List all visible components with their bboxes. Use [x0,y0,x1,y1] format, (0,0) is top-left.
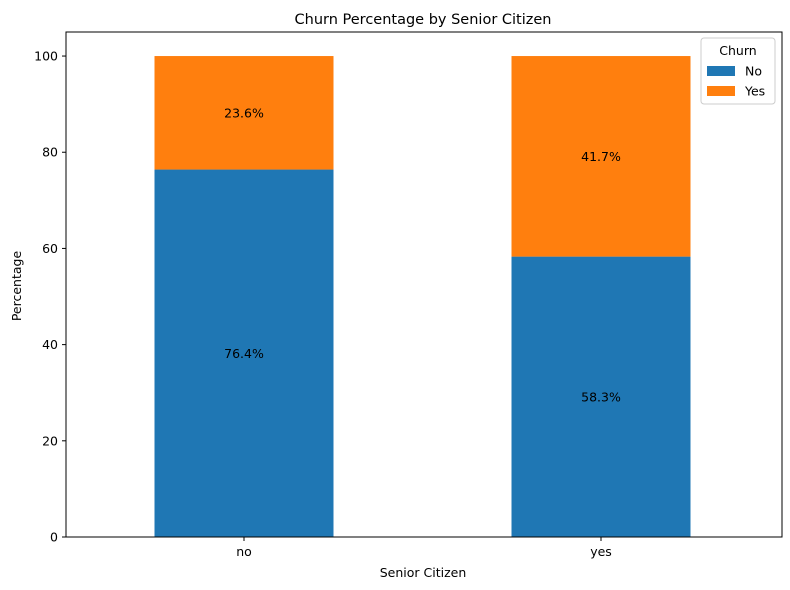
legend-label-no: No [745,64,762,79]
data-label-no-no: 76.4% [224,346,264,361]
chart-title: Churn Percentage by Senior Citizen [295,12,552,28]
y-tick-label: 20 [42,433,58,448]
bar-yes-yes [511,56,691,257]
y-tick-label: 80 [42,145,58,160]
y-tick-label: 60 [42,241,58,256]
bar-no-yes [154,56,334,170]
bar-yes-no [511,256,691,537]
y-tick-label: 100 [34,49,58,64]
legend-entries: No Yes [707,64,765,99]
legend: Churn No Yes [700,37,776,105]
data-labels-group: 76.4% 23.6% 58.3% 41.7% [224,105,621,404]
y-axis: 0 20 40 60 80 100 [34,49,66,545]
legend-title: Churn [719,43,756,58]
data-label-yes-no: 58.3% [581,389,621,404]
legend-label-yes: Yes [744,84,765,99]
bars-group [154,56,691,538]
legend-swatch-no [707,66,735,76]
x-axis-label: Senior Citizen [380,565,467,580]
y-tick-label: 40 [42,337,58,352]
x-tick-label: yes [590,544,612,559]
plot-frame [65,31,783,538]
legend-swatch-yes [707,86,735,96]
x-axis: no yes [236,537,612,559]
y-axis-label: Percentage [9,251,24,322]
x-tick-label: no [236,544,252,559]
data-label-yes-yes: 41.7% [581,149,621,164]
data-label-no-yes: 23.6% [224,105,264,120]
y-tick-label: 0 [50,530,58,545]
bar-no-no [154,169,334,538]
